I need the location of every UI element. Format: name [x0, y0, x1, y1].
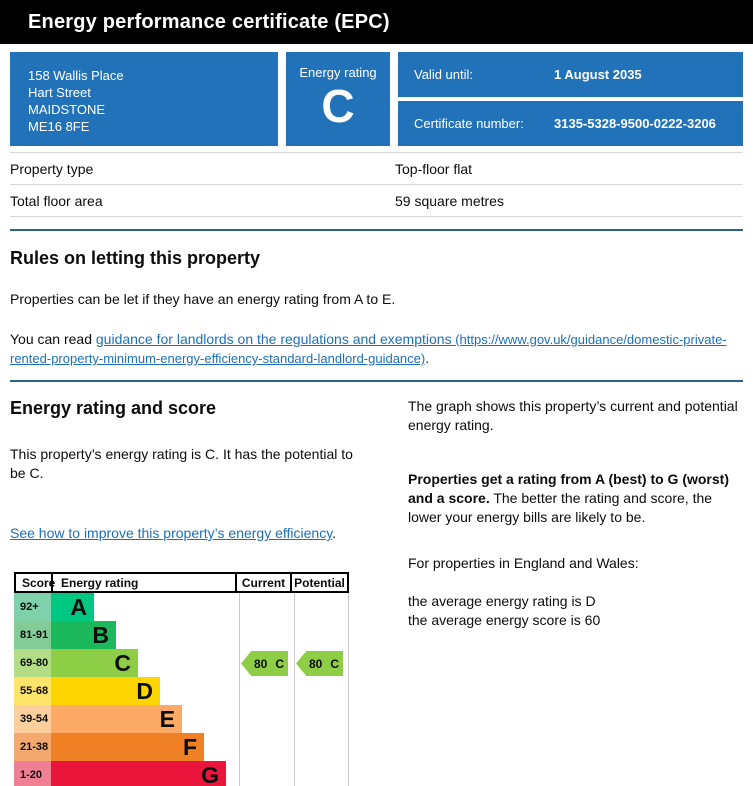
band-row-c: 69-80 C	[14, 649, 349, 677]
improve-paragraph: See how to improve this property’s energ…	[10, 524, 340, 543]
improve-efficiency-link[interactable]: See how to improve this property’s energ…	[10, 525, 333, 541]
summary-panel: 158 Wallis Place Hart Street MAIDSTONE M…	[10, 52, 743, 146]
current-column-header: Current	[237, 574, 292, 591]
band-bar-g: G	[51, 761, 226, 786]
potential-column-divider	[294, 593, 295, 786]
band-bar-f: F	[51, 733, 204, 761]
rating-intro-text: This property’s energy rating is C. It h…	[10, 446, 353, 481]
landlord-guidance-link-url: (https://www.gov.uk/guidance/domestic-pr…	[10, 332, 727, 366]
rules-paragraph-2-prefix: You can read	[10, 331, 96, 347]
potential-rating-band: C	[330, 656, 340, 671]
rating-explainer-rest: The better the rating and score, the low…	[408, 490, 713, 525]
band-letter: F	[182, 733, 197, 760]
epc-chart-header: Score Energy rating Current Potential	[14, 572, 349, 593]
average-score-line: the average energy score is 60	[408, 612, 601, 628]
band-bar-d: D	[51, 677, 160, 705]
score-range-label: 1-20	[14, 761, 51, 786]
average-rating-line: the average energy rating is D	[408, 593, 596, 609]
band-row-a: 92+ A	[14, 593, 349, 621]
band-letter: C	[114, 649, 131, 676]
score-range-label: 81-91	[14, 621, 51, 649]
graph-description-text: The graph shows this property’s current …	[408, 398, 738, 433]
property-type-label: Property type	[10, 161, 94, 177]
energy-rating-box: Energy rating C	[286, 52, 390, 146]
certificate-number-value: 3135-5328-9500-0222-3206	[554, 116, 716, 131]
page-banner: Energy performance certificate (EPC)	[0, 0, 753, 44]
england-wales-text: For properties in England and Wales:	[408, 555, 639, 571]
rating-explainer-text: Properties get a rating from A (best) to…	[408, 470, 743, 527]
band-letter: G	[201, 761, 219, 786]
landlord-guidance-link[interactable]: guidance for landlords on the regulation…	[10, 331, 727, 366]
valid-until-row: Valid until: 1 August 2035	[398, 52, 743, 97]
band-bar-b: B	[51, 621, 116, 649]
table-row: Total floor area 59 square metres	[10, 185, 743, 217]
current-rating-score: 80	[253, 656, 268, 671]
improve-paragraph-suffix: .	[332, 525, 337, 541]
rules-paragraph-1: Properties can be let if they have an en…	[10, 291, 396, 307]
rating-left-column: Energy rating and score This property’s …	[10, 396, 388, 786]
page-title: Energy performance certificate (EPC)	[28, 10, 390, 33]
band-letter: E	[159, 705, 175, 732]
energy-rating-column-header: Energy rating	[53, 574, 237, 591]
band-row-e: 39-54 E	[14, 705, 349, 733]
certificate-number-row: Certificate number: 3135-5328-9500-0222-…	[398, 101, 743, 146]
landlord-guidance-link-text: guidance for landlords on the regulation…	[95, 331, 452, 347]
band-row-d: 55-68 D	[14, 677, 349, 705]
band-row-b: 81-91 B	[14, 621, 349, 649]
epc-chart: Score Energy rating Current Potential 92…	[14, 572, 349, 786]
score-range-label: 39-54	[14, 705, 51, 733]
energy-rating-value: C	[321, 80, 355, 132]
rules-paragraph-2: You can read guidance for landlords on t…	[10, 330, 743, 368]
rating-right-column: The graph shows this property’s current …	[388, 396, 743, 786]
section-divider	[10, 380, 743, 382]
epc-chart-body: 92+ A 81-91 B 69-80 C 55-68 D 39-54 E 21-38 F 1-20 G	[14, 593, 349, 786]
property-type-value: Top-floor flat	[395, 161, 473, 177]
potential-rating-arrow: 80 C	[296, 651, 343, 676]
chart-right-border	[348, 593, 349, 786]
certificate-number-label: Certificate number:	[414, 116, 524, 131]
total-floor-area-value: 59 square metres	[395, 193, 504, 209]
total-floor-area-label: Total floor area	[10, 193, 103, 209]
average-stats-text: the average energy rating is D the avera…	[408, 592, 743, 630]
rating-explainer-bold: Properties get a rating from A (best) to…	[408, 471, 729, 506]
band-bar-e: E	[51, 705, 182, 733]
energy-rating-label: Energy rating	[299, 65, 377, 80]
potential-rating-score: 80	[308, 656, 323, 671]
energy-rating-section: Energy rating and score This property’s …	[10, 396, 743, 786]
valid-until-label: Valid until:	[414, 67, 474, 82]
address-line-1: 158 Wallis Place	[28, 68, 124, 83]
band-letter: B	[92, 621, 109, 648]
potential-column-header: Potential	[294, 575, 345, 590]
table-row: Property type Top-floor flat	[10, 153, 743, 185]
rules-paragraph-2-suffix: .	[425, 350, 430, 366]
score-range-label: 69-80	[14, 649, 51, 677]
band-row-g: 1-20 G	[14, 761, 349, 786]
score-range-label: 92+	[14, 593, 51, 621]
band-letter: A	[70, 593, 87, 620]
address-line-2: Hart Street	[28, 85, 91, 100]
section-divider	[10, 229, 743, 231]
current-rating-band: C	[275, 656, 285, 671]
property-details-table: Property type Top-floor flat Total floor…	[10, 152, 743, 217]
band-bar-a: A	[51, 593, 94, 621]
current-column-divider	[239, 593, 240, 786]
current-rating-arrow: 80 C	[241, 651, 288, 676]
address-line-3: MAIDSTONE	[28, 102, 106, 117]
certificate-info-boxes: Valid until: 1 August 2035 Certificate n…	[398, 52, 743, 146]
band-row-f: 21-38 F	[14, 733, 349, 761]
address-line-4: ME16 8FE	[28, 119, 90, 134]
rules-heading: Rules on letting this property	[10, 248, 261, 268]
valid-until-value: 1 August 2035	[554, 67, 642, 82]
band-bar-c: C	[51, 649, 138, 677]
address-box: 158 Wallis Place Hart Street MAIDSTONE M…	[10, 52, 278, 146]
band-letter: D	[136, 677, 153, 704]
rating-heading: Energy rating and score	[10, 398, 217, 418]
score-range-label: 55-68	[14, 677, 51, 705]
score-column-header: Score	[16, 574, 55, 591]
score-range-label: 21-38	[14, 733, 51, 761]
